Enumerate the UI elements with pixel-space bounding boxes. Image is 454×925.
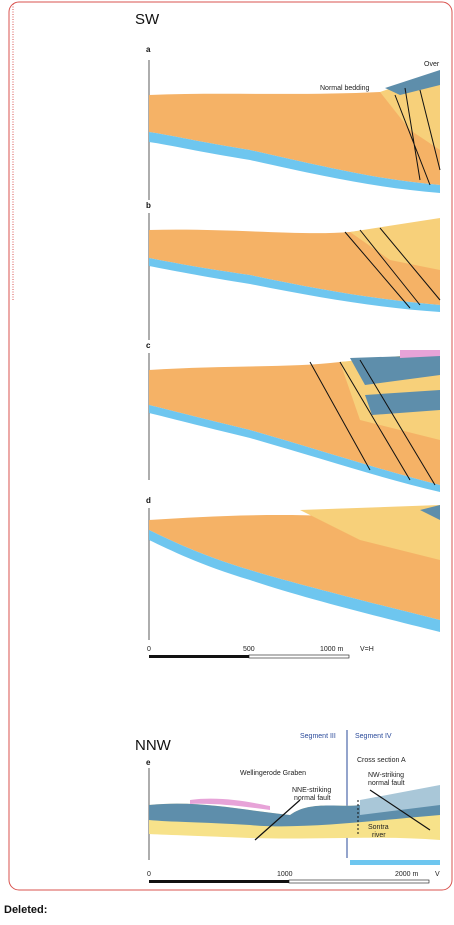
annotation: Cross section A xyxy=(357,757,406,764)
scale-label: 500 xyxy=(243,646,255,653)
annotation: Normal bedding xyxy=(320,85,370,92)
annotation: Sontra xyxy=(368,824,389,831)
annotation: river xyxy=(372,832,386,839)
scale-label: 1000 xyxy=(277,871,293,878)
scale-label: 1000 m xyxy=(320,646,344,653)
annotation: NNE-striking xyxy=(292,787,331,794)
panel-label: e xyxy=(146,758,151,767)
annotation: NW-striking xyxy=(368,772,404,779)
page: SW a Normal bedding Over b c d xyxy=(0,0,454,920)
scale-label: 0 xyxy=(147,871,151,878)
panel-b: b xyxy=(146,201,440,340)
panel-d: d xyxy=(146,496,440,640)
scale-bar: 0 500 1000 m V=H xyxy=(147,646,374,658)
annotation: normal fault xyxy=(368,780,405,787)
orientation: NNW xyxy=(135,737,172,754)
segment-label: Segment III xyxy=(300,733,336,740)
panel-e: e Wellingerode Graben NNE-striking norma… xyxy=(146,757,440,865)
segment-label: Segment IV xyxy=(355,733,392,740)
panel-a: a Normal bedding Over xyxy=(146,45,440,200)
scale-label: 2000 m xyxy=(395,871,419,878)
scale-note: V xyxy=(435,871,440,878)
scale-label: 0 xyxy=(147,646,151,653)
annotation: Wellingerode Graben xyxy=(240,770,306,777)
panel-label: d xyxy=(146,496,151,505)
scale-bar: 0 1000 2000 m V xyxy=(147,871,440,883)
deleted-label: Deleted: xyxy=(4,904,47,916)
scale-note: V=H xyxy=(360,646,374,653)
panel-label: c xyxy=(146,341,151,350)
panel-c: c xyxy=(146,341,440,492)
annotation: Over xyxy=(424,61,440,68)
panel-label: a xyxy=(146,45,151,54)
orientation: SW xyxy=(135,11,160,28)
annotation: normal fault xyxy=(294,795,331,802)
panel-label: b xyxy=(146,201,151,210)
